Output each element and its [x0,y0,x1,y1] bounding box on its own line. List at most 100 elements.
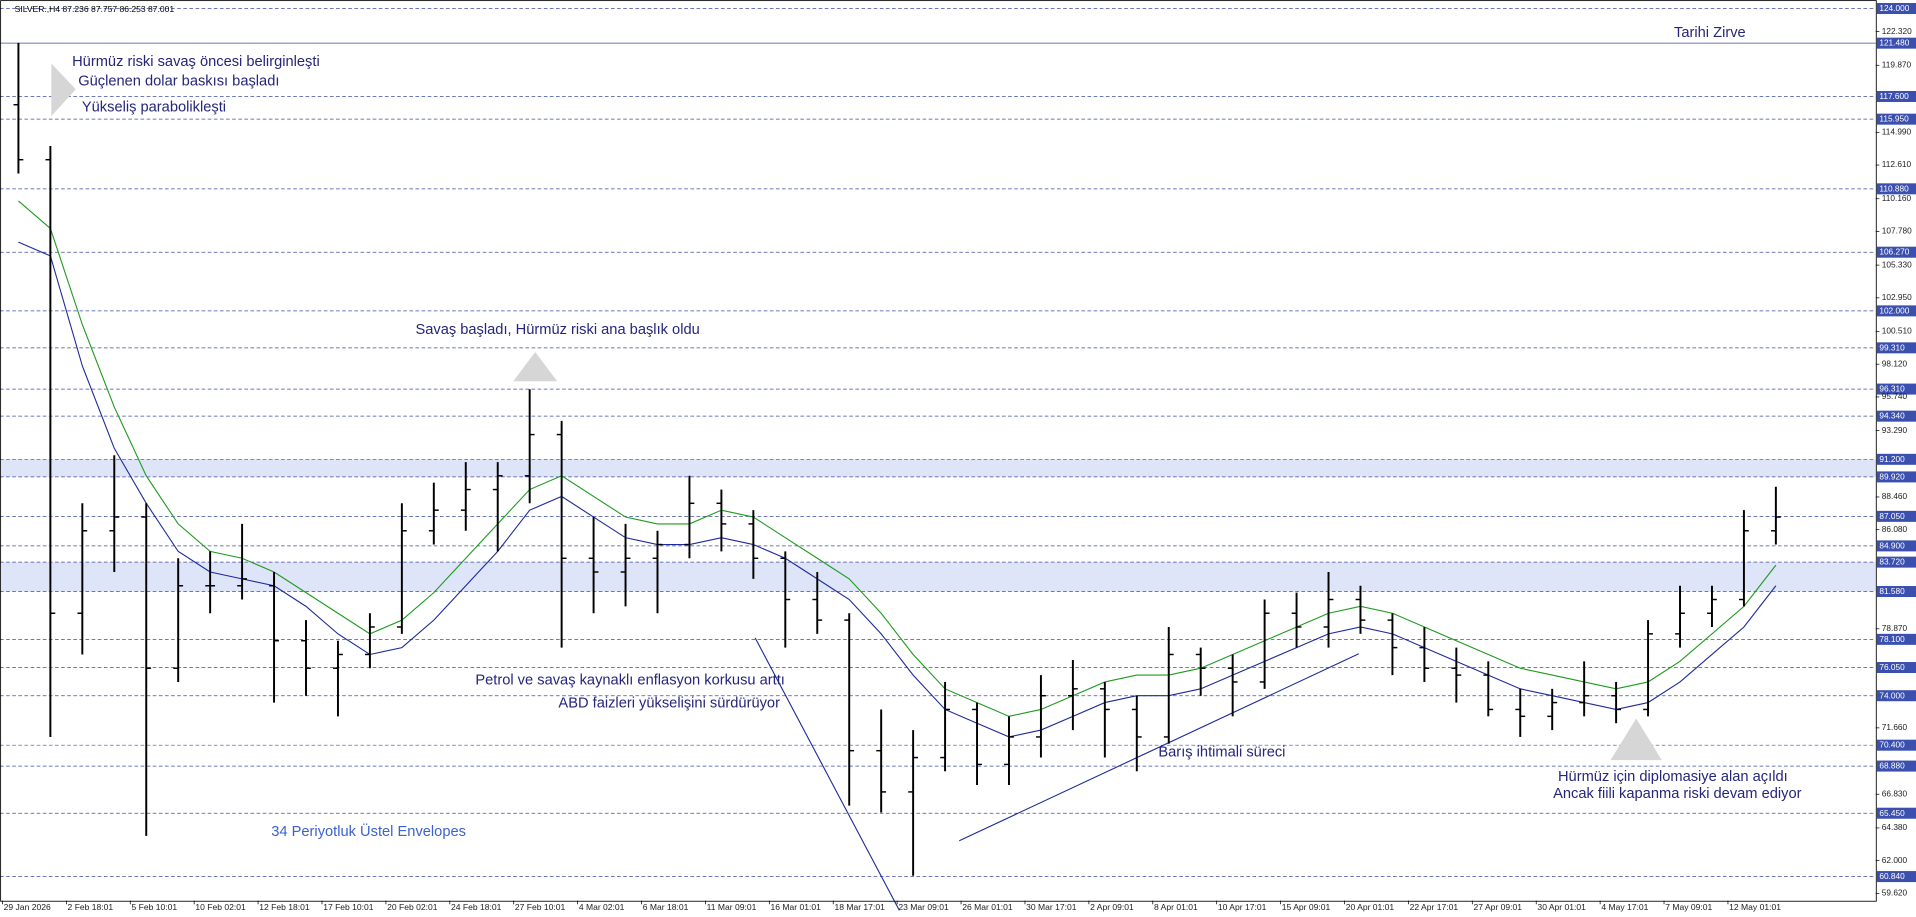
level-label-box [1876,586,1916,598]
level-label: 84.900 [1879,540,1905,550]
x-tick-label: 30 Mar 17:01 [1026,902,1077,912]
x-tick-label: 27 Feb 10:01 [515,902,566,912]
y-tick-label: 64.380 [1882,822,1908,832]
level-label-box [1876,662,1916,674]
level-label: 60.840 [1879,871,1905,881]
level-label-box [1876,246,1916,258]
level-label-box [1876,556,1916,568]
trend-line [754,637,900,911]
trend-line [958,653,1360,842]
level-label: 81.580 [1879,586,1905,596]
x-tick-label: 17 Feb 10:01 [323,902,374,912]
x-tick-label: 23 Mar 09:01 [898,902,949,912]
x-tick-label: 18 Mar 17:01 [834,902,885,912]
level-label: 68.880 [1879,761,1905,771]
x-tick-label: 6 Mar 18:01 [643,902,689,912]
price-bars [13,42,1781,876]
y-tick-label: 105.330 [1882,259,1912,269]
x-tick-label: 26 Mar 01:01 [962,902,1013,912]
y-tick-label: 88.460 [1882,491,1908,501]
annotation: Ancak fiili kapanma riski devam ediyor [1553,786,1802,802]
level-label-box [1876,183,1916,195]
level-label: 115.950 [1879,114,1909,124]
level-label: 65.450 [1879,808,1905,818]
x-tick-label: 16 Mar 01:01 [771,902,822,912]
x-tick-label: 15 Apr 09:01 [1282,902,1331,912]
level-label: 96.310 [1879,384,1905,394]
y-tick-label: 98.120 [1882,358,1908,368]
level-label: 91.200 [1879,454,1905,464]
level-label: 94.340 [1879,411,1905,421]
annotation: Savaş başladı, Hürmüz riski ana başlık o… [415,322,699,338]
zone [1,459,1876,477]
level-label-box [1876,510,1916,522]
x-tick-label: 12 Feb 18:01 [259,902,310,912]
x-tick-label: 11 Mar 09:01 [707,902,757,912]
x-tick-label: 7 May 09:01 [1665,902,1712,912]
y-tick-label: 122.320 [1882,26,1912,36]
level-label-box [1876,342,1916,354]
arrow-marker [513,351,558,382]
levels [0,8,1876,877]
y-tick-label: 102.950 [1882,292,1912,302]
x-axis: 29 Jan 2026 2 Feb 18:01 5 Feb 10:01 10 Feb … [2,900,1781,912]
y-tick-label: 59.620 [1882,888,1908,898]
envelope-line [18,241,1777,738]
x-tick-label: 8 Apr 01:01 [1154,902,1198,912]
level-label: 110.880 [1879,183,1909,193]
x-tick-label: 30 Apr 01:01 [1537,902,1586,912]
level-label-box [1876,113,1916,125]
y-tick-label: 62.000 [1882,855,1908,865]
level-label-box [1876,807,1916,819]
level-label: 87.050 [1879,511,1905,521]
y-tick-label: 66.830 [1882,788,1908,798]
y-tick-label: 107.780 [1882,226,1912,236]
level-label: 83.720 [1879,557,1905,567]
arrow-marker [1610,718,1662,761]
annotation: Tarihi Zirve [1674,25,1746,41]
x-tick-label: 2 Feb 18:01 [68,902,114,912]
annotation: Petrol ve savaş kaynaklı enflasyon korku… [475,673,785,689]
level-label-box [1876,90,1916,102]
x-tick-label: 20 Feb 02:01 [387,902,438,912]
arrow-marker [51,63,76,117]
x-tick-label: 12 May 01:01 [1729,902,1781,912]
x-tick-label: 2 Apr 09:01 [1090,902,1134,912]
level-label-box [1876,410,1916,422]
level-label-box [1876,471,1916,483]
level-label-box [1876,739,1916,751]
y-tick-label: 100.510 [1882,326,1912,336]
x-tick-label: 4 May 17:01 [1601,902,1648,912]
level-label-box [1876,453,1916,465]
annotation: Barış ihtimali süreci [1158,745,1285,761]
x-tick-label: 5 Feb 10:01 [131,902,177,912]
annotation: Yükseliş parabolikleşti [82,99,226,115]
level-label-box [1876,760,1916,772]
level-label: 117.600 [1879,91,1909,101]
plot-frame [0,0,1877,902]
annotation: ABD faizleri yükselişini sürdürüyor [558,696,780,712]
x-tick-label: 10 Apr 17:01 [1218,902,1267,912]
x-tick-label: 10 Feb 02:01 [195,902,246,912]
level-label: 74.000 [1879,690,1905,700]
x-tick-label: 24 Feb 18:01 [451,902,502,912]
y-tick-label: 110.160 [1882,193,1912,203]
level-label-box [1876,383,1916,395]
zones [1,459,1876,592]
level-label: 102.000 [1879,305,1909,315]
level-label: 99.310 [1879,342,1905,352]
level-label-box [1876,540,1916,552]
chart-header: SILVER.,H4 87.236 87.757 86.253 87.001 [15,4,175,14]
x-tick-label: 20 Apr 01:01 [1346,902,1395,912]
annotations: Tarihi Zirve Hürmüz riski savaş öncesi be… [72,25,1802,840]
level-label-box [1876,3,1916,15]
y-tick-label: 93.290 [1882,425,1908,435]
level-label-box [1876,690,1916,702]
y-tick-label: 112.610 [1882,159,1912,169]
x-tick-label: 27 Apr 09:01 [1474,902,1523,912]
level-label: 70.400 [1879,740,1905,750]
level-label: 89.920 [1879,471,1905,481]
y-tick-label: 71.660 [1882,722,1908,732]
level-label-box [1876,305,1916,317]
